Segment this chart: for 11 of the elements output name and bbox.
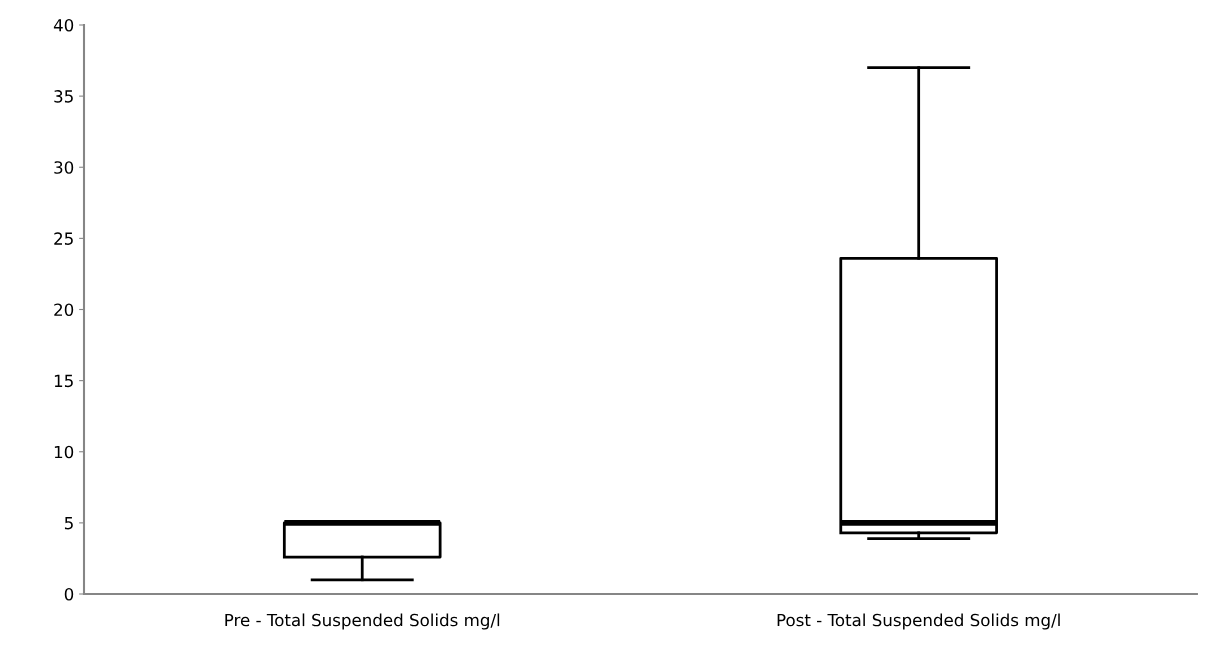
x-tick-label: Post - Total Suspended Solids mg/l xyxy=(777,613,1060,630)
y-tick-label: 35 xyxy=(54,90,73,103)
y-tick-label: 40 xyxy=(53,18,74,32)
y-tick-label: 20 xyxy=(54,303,74,317)
y-tick-label: 10 xyxy=(54,445,74,459)
x-tick-label: Pre - Total Suspended Solids mg/l xyxy=(225,613,500,630)
y-tick-label: 30 xyxy=(54,161,74,174)
y-tick-label: 0 xyxy=(64,587,74,601)
y-tick-label: 25 xyxy=(54,232,73,245)
y-tick-label: 15 xyxy=(54,374,73,388)
y-tick-label: 5 xyxy=(64,517,73,530)
